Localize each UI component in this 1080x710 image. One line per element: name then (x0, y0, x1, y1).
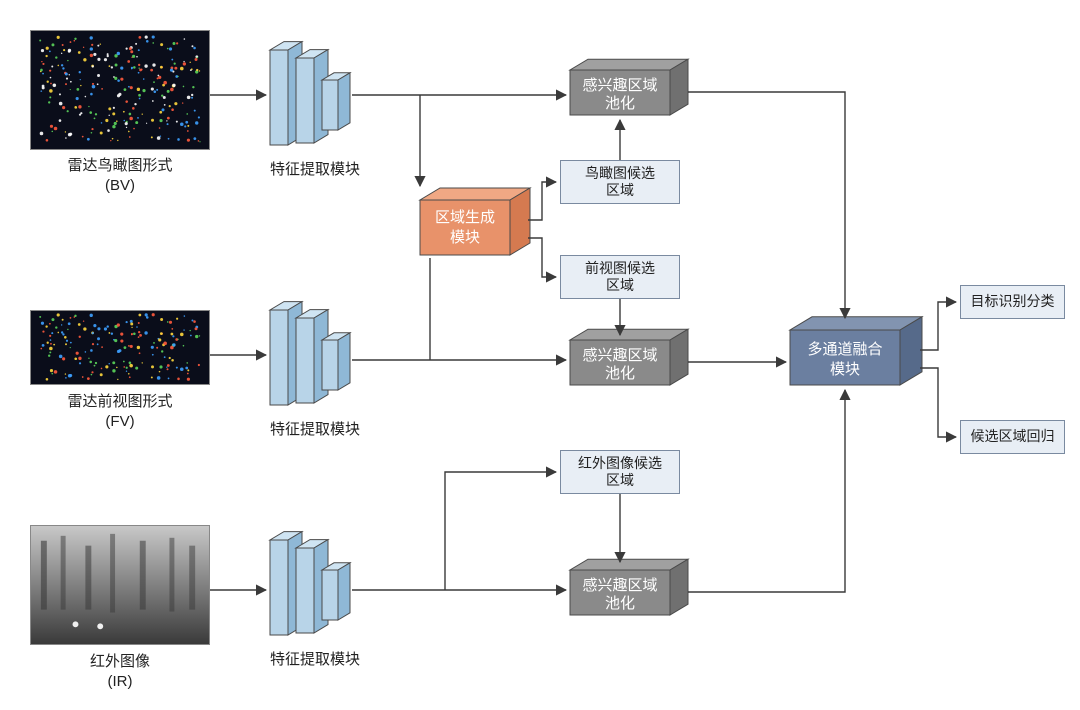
caption-fv: 雷达前视图形式(FV) (20, 392, 220, 431)
svg-text:池化: 池化 (605, 95, 635, 112)
caption-bv: 雷达鸟瞰图形式(BV) (20, 156, 220, 195)
box-candidate-bv: 鸟瞰图候选 区域 (560, 160, 680, 204)
svg-text:池化: 池化 (605, 595, 635, 612)
box-candidate-fv: 前视图候选 区域 (560, 255, 680, 299)
box-output-classification: 目标识别分类 (960, 285, 1065, 319)
svg-text:感兴趣区域: 感兴趣区域 (582, 347, 657, 364)
svg-text:模块: 模块 (450, 229, 480, 246)
svg-text:多通道融合: 多通道融合 (807, 341, 882, 358)
svg-text:感兴趣区域: 感兴趣区域 (582, 577, 657, 594)
input-image-bv (30, 30, 210, 150)
svg-text:感兴趣区域: 感兴趣区域 (582, 77, 657, 94)
caption-ir: 红外图像(IR) (20, 652, 220, 691)
svg-text:模块: 模块 (830, 361, 860, 378)
diagram-root: 雷达鸟瞰图形式(BV) 雷达前视图形式(FV) (0, 0, 1080, 710)
box-output-regression: 候选区域回归 (960, 420, 1065, 454)
svg-text:区域生成: 区域生成 (435, 209, 495, 226)
input-image-fv (30, 310, 210, 385)
svg-text:池化: 池化 (605, 365, 635, 382)
box-candidate-ir: 红外图像候选 区域 (560, 450, 680, 494)
input-image-ir (30, 525, 210, 645)
label-feature-fv: 特征提取模块 (255, 418, 375, 439)
label-feature-ir: 特征提取模块 (255, 648, 375, 669)
label-feature-bv: 特征提取模块 (255, 158, 375, 179)
